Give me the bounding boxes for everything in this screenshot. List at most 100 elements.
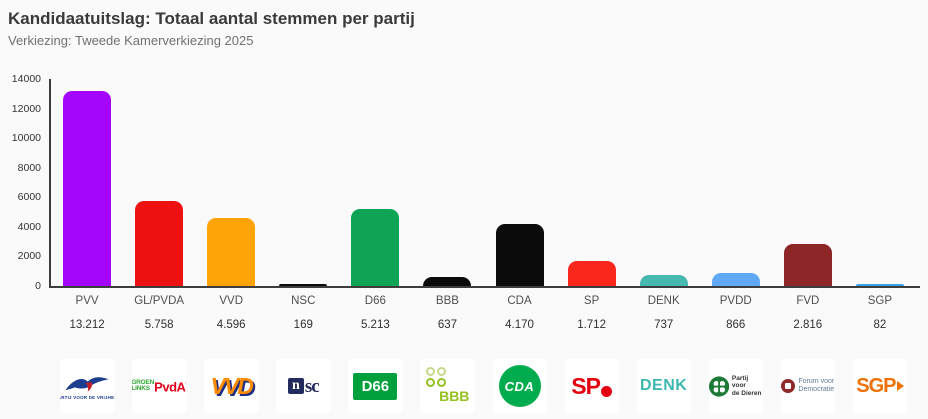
- party-logo-tile-bbb: BBB: [420, 359, 475, 413]
- fvd-emblem-icon: [781, 379, 796, 393]
- value-label-pvv: 13.212: [69, 319, 105, 331]
- party-logo-tile-pvv: PARTIJ VOOR DE VRIJHEID: [60, 359, 115, 413]
- sgp-logo: SGP: [856, 376, 904, 396]
- party-logo-tile-fvd: Forum voor Democratie: [780, 359, 835, 413]
- y-tick-label: 0: [35, 280, 41, 292]
- bar-nsc: [279, 283, 328, 286]
- x-label-nsc: NSC: [291, 295, 316, 307]
- value-label-sp: 1.712: [577, 319, 606, 331]
- bar-column-vvd: [195, 79, 267, 286]
- pvv-gull-icon: [65, 377, 109, 392]
- logo-cell-pvdd: Partij voor de Dieren: [700, 359, 772, 413]
- party-logo-tile-pvdd: Partij voor de Dieren: [708, 359, 763, 413]
- value-label-nsc: 169: [293, 319, 313, 331]
- logo-cell-sp: SP: [556, 359, 628, 413]
- y-tick-label: 2000: [17, 250, 41, 263]
- value-label-vvd: 4.596: [216, 319, 246, 331]
- value-labels-row: 13.212 5.758 4.596 169 5.213 637 4.170 1.712 737…: [51, 319, 920, 332]
- x-label-pvdd: PVDD: [719, 295, 752, 307]
- d66-logo: D66: [353, 372, 398, 400]
- value-label-pvdd: 866: [726, 319, 746, 331]
- x-label-fvd: FVD: [796, 295, 820, 307]
- logo-cell-sgp: SGP: [844, 359, 916, 413]
- bbb-logo: BBB: [425, 366, 469, 406]
- party-logo-tile-sp: SP: [564, 359, 619, 413]
- x-axis-labels: PVV GL/PVDA VVD NSC D66 BBB CDA SP DENK PVDD FVD SG…: [51, 295, 920, 308]
- nsc-logo: n sc: [287, 377, 320, 396]
- bar-column-fvd: [772, 79, 844, 286]
- x-label-sp: SP: [583, 295, 600, 307]
- party-logo-tile-nsc: n sc: [276, 359, 331, 413]
- forum-voor-democratie-logo: Forum voor Democratie: [781, 378, 834, 394]
- y-tick-label: 6000: [17, 191, 41, 204]
- bar-cda: [495, 224, 544, 286]
- bar-chart: 0 2000 4000 6000 8000 10000 12000 14000 PVV GL/P…: [8, 73, 920, 332]
- page-title: Kandidaatuitslag: Totaal aantal stemmen …: [8, 9, 415, 28]
- bar-column-sp: [556, 79, 628, 286]
- y-tick-label: 8000: [17, 161, 41, 174]
- x-label-vvd: VVD: [219, 295, 244, 307]
- bar-column-d66: [339, 79, 411, 286]
- logo-cell-d66: D66: [339, 359, 411, 413]
- sp-logo: SP: [571, 374, 612, 398]
- denk-logo: DENK: [639, 377, 688, 394]
- pvdd-leaf-icon: [708, 375, 729, 397]
- bar-pvv: [63, 90, 112, 286]
- logo-cell-bbb: BBB: [411, 359, 483, 413]
- pvv-logo: PARTIJ VOOR DE VRIJHEID: [60, 372, 114, 400]
- bar-column-sgp: [844, 79, 916, 286]
- logo-cell-nsc: n sc: [267, 359, 339, 413]
- sp-tomato-icon: [600, 385, 612, 397]
- value-label-gl-pvda: 5.758: [144, 319, 174, 331]
- bar-column-pvdd: [700, 79, 772, 286]
- sgp-arrow-icon: [896, 381, 904, 391]
- bar-sp: [567, 260, 616, 286]
- cda-logo: CDA: [498, 365, 541, 407]
- value-label-cda: 4.170: [505, 319, 534, 331]
- logo-cell-pvv: PARTIJ VOOR DE VRIJHEID: [51, 359, 123, 413]
- bar-d66: [351, 208, 400, 286]
- bar-column-bbb: [411, 79, 483, 286]
- plot-area: [49, 79, 920, 288]
- partij-voor-de-dieren-logo: Partij voor de Dieren: [708, 375, 763, 398]
- bar-vvd: [207, 218, 256, 286]
- x-label-d66: D66: [364, 295, 386, 307]
- value-label-sgp: 82: [873, 319, 887, 331]
- bar-denk: [639, 275, 688, 286]
- vvd-logo: VVD: [210, 372, 254, 399]
- x-label-cda: CDA: [507, 295, 532, 307]
- bar-gl-pvda: [135, 200, 184, 286]
- value-label-bbb: 637: [437, 319, 458, 331]
- y-tick-label: 14000: [11, 73, 41, 85]
- party-logo-tile-cda: CDA: [492, 359, 547, 413]
- page-subtitle: Verkiezing: Tweede Kamerverkiezing 2025: [8, 33, 254, 48]
- value-label-d66: 5.213: [360, 319, 390, 331]
- y-tick-label: 12000: [11, 102, 41, 115]
- logo-cell-vvd: VVD: [195, 359, 267, 413]
- bar-column-cda: [483, 79, 555, 286]
- party-logo-tile-vvd: VVD: [204, 359, 259, 413]
- bbb-clover-icon: [426, 367, 448, 389]
- bar-pvdd: [711, 273, 760, 286]
- x-label-pvv: PVV: [75, 295, 99, 307]
- x-label-bbb: BBB: [435, 295, 459, 307]
- logo-cell-denk: DENK: [628, 359, 700, 413]
- x-label-denk: DENK: [647, 295, 680, 307]
- bar-bbb: [423, 276, 472, 286]
- y-tick-label: 4000: [17, 220, 41, 233]
- bar-column-denk: [628, 79, 700, 286]
- bar-fvd: [783, 244, 832, 286]
- party-logo-tile-sgp: SGP: [852, 359, 907, 413]
- y-tick-label: 10000: [11, 132, 41, 145]
- logo-cell-cda: CDA: [483, 359, 555, 413]
- x-label-sgp: SGP: [867, 295, 893, 307]
- bar-column-pvv: [51, 79, 123, 286]
- bar-column-gl-pvda: [123, 79, 195, 286]
- value-label-denk: 737: [654, 319, 674, 331]
- value-label-fvd: 2.816: [793, 319, 823, 331]
- logo-cell-fvd: Forum voor Democratie: [772, 359, 844, 413]
